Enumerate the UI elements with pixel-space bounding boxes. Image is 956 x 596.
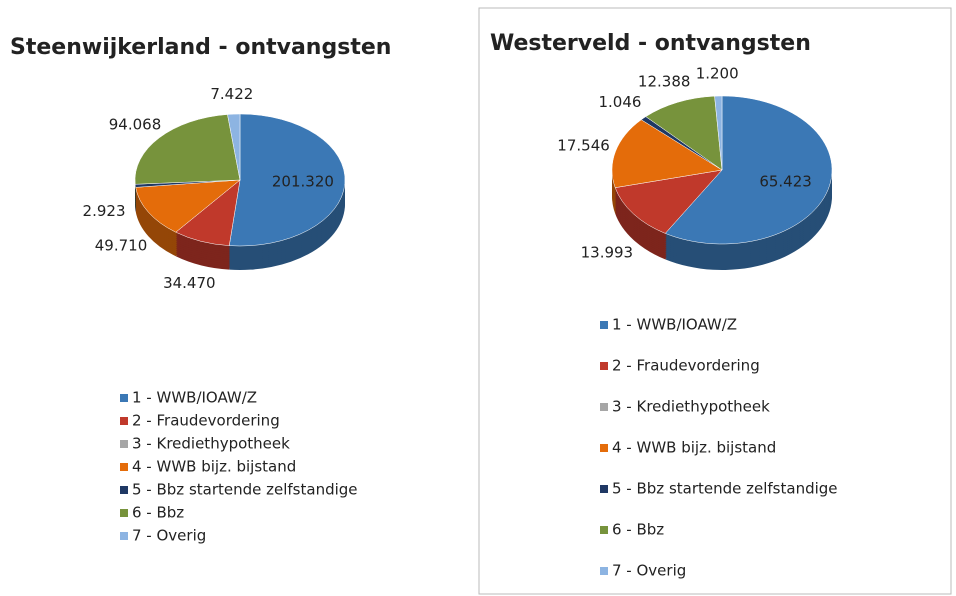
data-label: 201.320 — [272, 173, 334, 191]
slice — [664, 95, 833, 245]
legend-swatch — [120, 463, 128, 471]
slice — [135, 179, 241, 233]
legend-label: 7 - Overig — [132, 527, 206, 545]
data-label: 13.993 — [581, 244, 634, 262]
legend-swatch — [120, 394, 128, 402]
slice — [614, 169, 723, 234]
legend-swatch — [120, 532, 128, 540]
legend-label: 1 - WWB/IOAW/Z — [612, 316, 737, 334]
legend-swatch — [600, 321, 608, 329]
data-label: 94.068 — [109, 116, 162, 134]
slice — [714, 95, 723, 171]
legend-label: 4 - WWB bijz. bijstand — [612, 439, 776, 457]
legend-swatch — [600, 444, 608, 452]
slice — [134, 114, 241, 185]
data-label: 7.422 — [210, 85, 253, 103]
legend-swatch — [600, 403, 608, 411]
legend-swatch — [600, 362, 608, 370]
chart-title: Steenwijkerland - ontvangsten — [10, 35, 391, 60]
legend-label: 3 - Krediethypotheek — [132, 435, 290, 453]
legend-label: 5 - Bbz startende zelfstandige — [612, 480, 838, 498]
legend-label: 1 - WWB/IOAW/Z — [132, 389, 257, 407]
legend-swatch — [120, 509, 128, 517]
legend-label: 6 - Bbz — [132, 504, 184, 522]
slice — [228, 113, 346, 247]
slice — [227, 113, 241, 181]
legend-swatch — [600, 567, 608, 575]
chart-title: Westerveld - ontvangsten — [490, 31, 811, 56]
data-label: 1.046 — [598, 93, 641, 111]
legend-label: 6 - Bbz — [612, 521, 664, 539]
data-label: 17.546 — [557, 136, 610, 154]
legend-label: 4 - WWB bijz. bijstand — [132, 458, 296, 476]
legend-swatch — [120, 486, 128, 494]
legend-label: 2 - Fraudevordering — [132, 412, 280, 430]
slice — [645, 95, 723, 171]
legend-label: 7 - Overig — [612, 562, 686, 580]
legend-swatch — [120, 417, 128, 425]
data-label: 2.923 — [83, 202, 126, 220]
data-label: 34.470 — [163, 274, 216, 292]
data-label: 65.423 — [759, 172, 812, 190]
data-label: 12.388 — [638, 73, 691, 91]
slice — [611, 119, 723, 188]
legend-swatch — [600, 485, 608, 493]
data-label: 1.200 — [696, 64, 739, 82]
legend-label: 3 - Krediethypotheek — [612, 398, 770, 416]
legend-swatch — [120, 440, 128, 448]
data-label: 49.710 — [95, 237, 148, 255]
legend-label: 2 - Fraudevordering — [612, 357, 760, 375]
panel-border — [478, 7, 952, 595]
legend-label: 5 - Bbz startende zelfstandige — [132, 481, 358, 499]
legend-swatch — [600, 526, 608, 534]
